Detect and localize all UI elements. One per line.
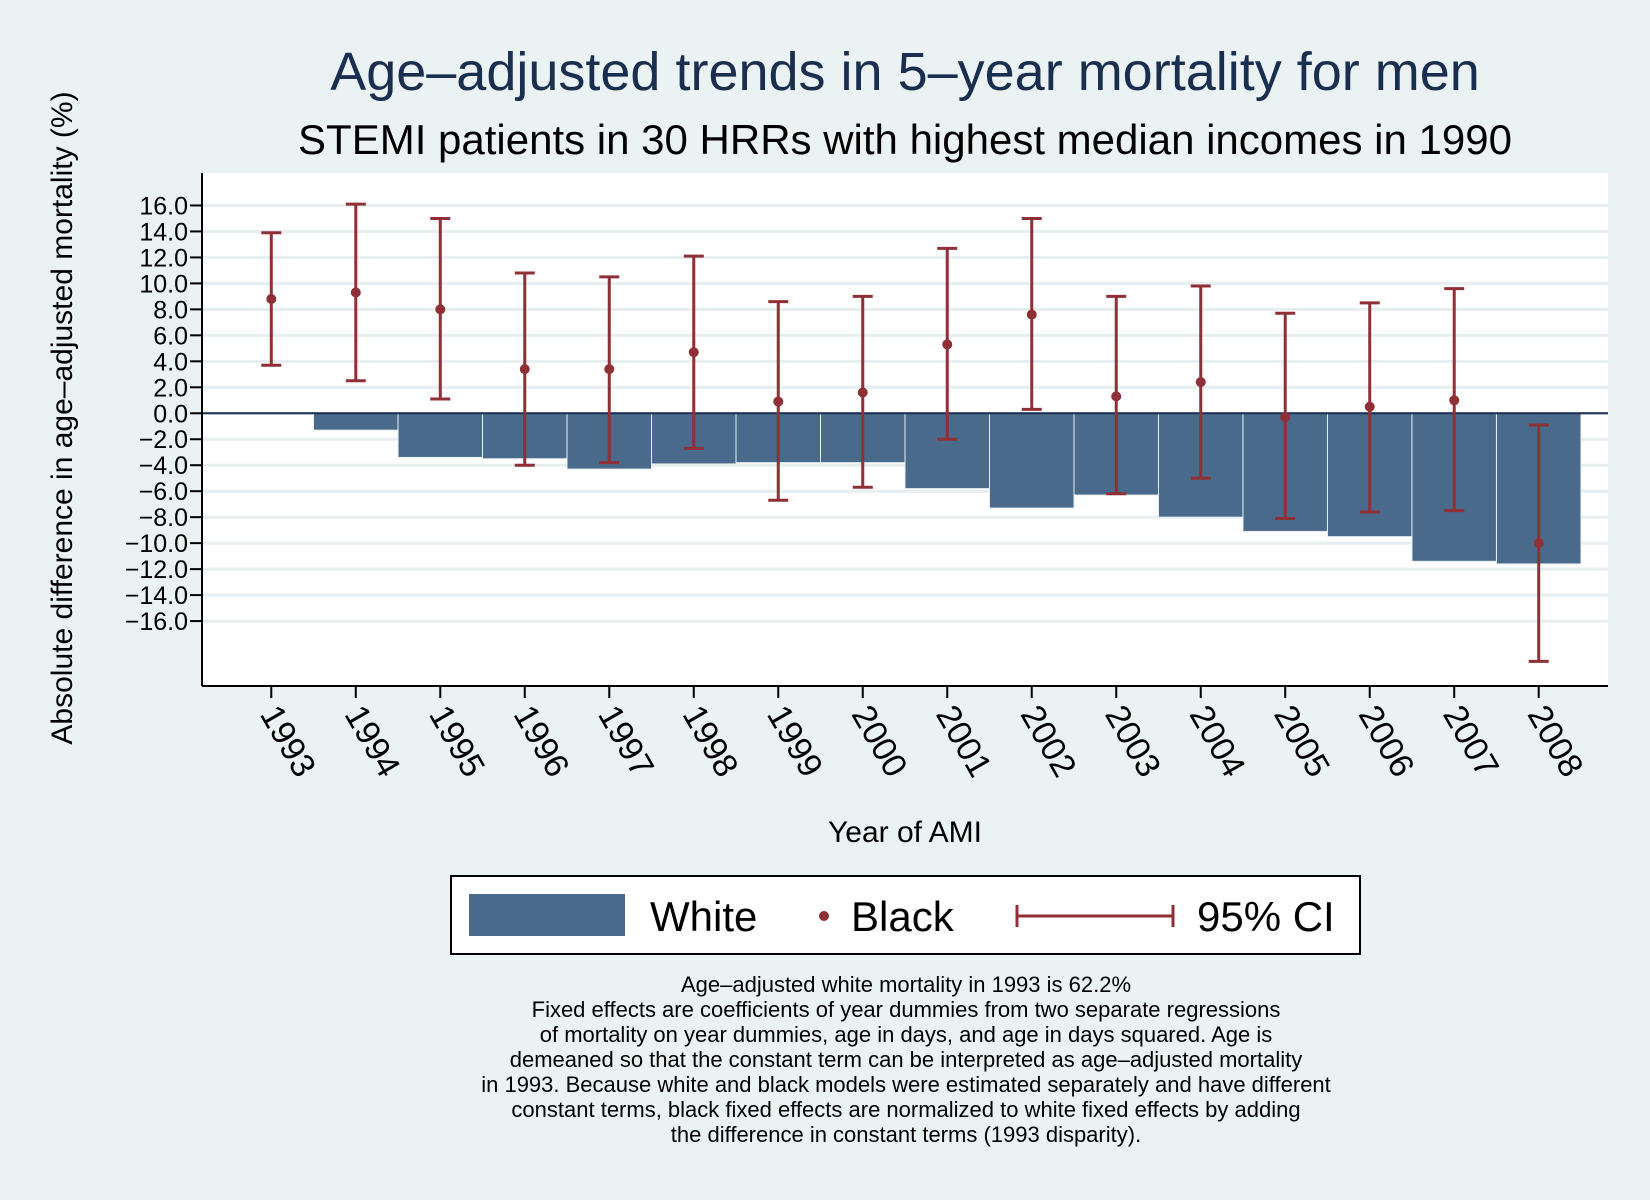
x-tick-label: 1994 <box>337 699 408 784</box>
y-tick-label: −6.0 <box>139 478 188 506</box>
y-tick-label: 8.0 <box>153 296 188 324</box>
black-point <box>1195 377 1206 388</box>
y-tick-label: 14.0 <box>139 218 188 246</box>
legend-white-swatch <box>469 894 625 936</box>
point-layer <box>266 287 1544 549</box>
legend-ci-label: 95% CI <box>1197 893 1335 940</box>
note-line: demeaned so that the constant term can b… <box>510 1047 1302 1072</box>
x-tick-label: 2005 <box>1266 699 1337 784</box>
x-tick-label: 2002 <box>1013 699 1084 784</box>
black-point <box>435 304 446 315</box>
chart-note: Age–adjusted white mortality in 1993 is … <box>481 972 1331 1147</box>
legend: White Black 95% CI <box>450 875 1361 955</box>
x-tick-label: 2004 <box>1182 699 1253 784</box>
black-point <box>350 287 361 298</box>
y-tick-layer: 16.014.012.010.08.06.04.02.00.0−2.0−4.0−… <box>125 192 202 636</box>
x-tick-label: 1999 <box>759 699 830 784</box>
x-tick-label: 2003 <box>1097 699 1168 784</box>
y-tick-label: 12.0 <box>139 244 188 272</box>
y-tick-label: −4.0 <box>139 452 188 480</box>
black-point <box>1449 395 1460 406</box>
y-tick-label: 0.0 <box>153 400 188 428</box>
y-tick-label: −14.0 <box>125 582 188 610</box>
y-tick-label: 4.0 <box>153 348 188 376</box>
note-line: Age–adjusted white mortality in 1993 is … <box>681 972 1131 997</box>
black-point <box>1111 391 1122 402</box>
x-tick-label: 1996 <box>506 699 577 784</box>
note-line: in 1993. Because white and black models … <box>481 1072 1331 1097</box>
x-tick-label: 1995 <box>421 699 492 784</box>
legend-black-marker <box>819 911 829 921</box>
y-tick-label: −16.0 <box>125 608 188 636</box>
chart-title: Age–adjusted trends in 5–year mortality … <box>330 42 1480 102</box>
y-axis-title: Absolute difference in age–adjusted mort… <box>46 91 79 744</box>
white-bar <box>397 412 484 458</box>
note-line: of mortality on year dummies, age in day… <box>540 1022 1273 1047</box>
note-line: Fixed effects are coefficients of year d… <box>532 997 1281 1022</box>
x-tick-label: 2000 <box>844 699 915 784</box>
y-tick-label: −2.0 <box>139 426 188 454</box>
black-point <box>266 293 277 304</box>
black-point <box>688 347 699 358</box>
legend-ci-marker <box>1015 905 1175 927</box>
x-tick-label: 1993 <box>252 699 323 784</box>
legend-white-label: White <box>650 893 757 940</box>
y-tick-label: 16.0 <box>139 192 188 220</box>
y-tick-label: −8.0 <box>139 504 188 532</box>
x-tick-label: 2008 <box>1520 699 1591 784</box>
note-line: constant terms, black fixed effects are … <box>511 1097 1300 1122</box>
y-tick-label: 10.0 <box>139 270 188 298</box>
black-point <box>857 387 868 398</box>
black-point <box>1026 309 1037 320</box>
black-point <box>1533 538 1544 549</box>
white-bar <box>313 412 399 431</box>
legend-black-label: Black <box>851 893 955 940</box>
x-tick-label: 2006 <box>1351 699 1422 784</box>
black-point <box>519 364 530 375</box>
black-point <box>942 339 953 350</box>
y-tick-label: 2.0 <box>153 374 188 402</box>
x-tick-layer: 1993 1994 1995 1996 1997 1998 1999 2000 2001 2002… <box>252 686 1591 784</box>
chart-subtitle: STEMI patients in 30 HRRs with highest m… <box>298 116 1512 163</box>
black-point <box>604 364 615 375</box>
x-tick-label: 1997 <box>590 699 661 784</box>
black-point <box>1364 401 1375 412</box>
x-tick-label: 1998 <box>675 699 746 784</box>
x-tick-label: 2001 <box>928 699 999 784</box>
x-tick-label: 2007 <box>1435 699 1506 784</box>
x-axis-title: Year of AMI <box>828 816 982 849</box>
black-point <box>773 396 784 407</box>
black-point <box>1280 412 1291 423</box>
y-tick-label: 6.0 <box>153 322 188 350</box>
note-line: the difference in constant terms (1993 d… <box>671 1122 1141 1147</box>
y-tick-label: −12.0 <box>125 556 188 584</box>
y-tick-label: −10.0 <box>125 530 188 558</box>
white-bar <box>988 412 1075 509</box>
